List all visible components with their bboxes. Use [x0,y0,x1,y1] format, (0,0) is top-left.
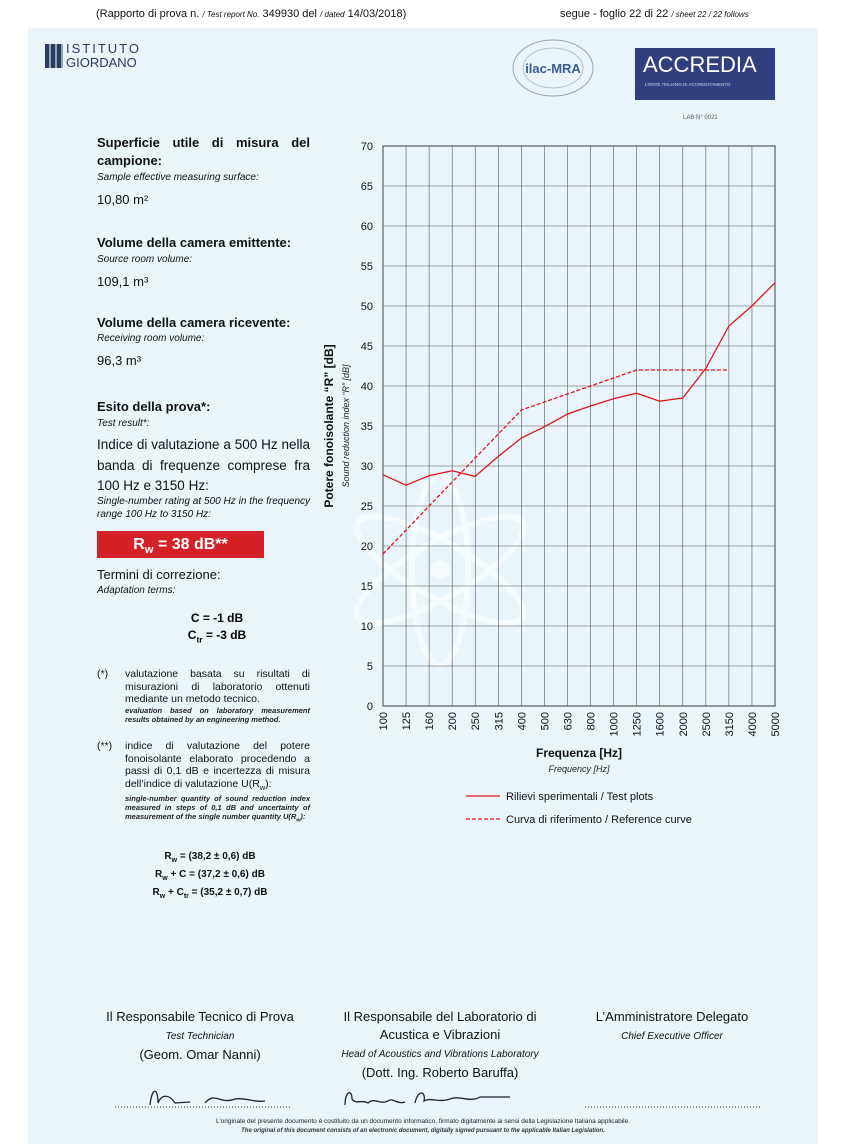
signature-block: L’Amministratore Delegato Chief Executiv… [572,1008,772,1046]
x-axis-label-en: Frequency [Hz] [548,764,610,774]
y-axis-label: Potere fonoisolante “R” [dB] [322,344,336,507]
x-tick-label: 160 [424,712,436,730]
y-tick-label: 25 [361,501,373,513]
x-tick-label: 4000 [747,712,759,736]
footer-line: L’originale del presente documento è cos… [0,1118,846,1125]
y-tick-label: 40 [361,381,373,393]
y-tick-label: 70 [361,141,373,153]
r-value: = (35,2 ± 0,7) dB [189,887,268,898]
y-tick-label: 20 [361,541,373,553]
y-tick-label: 45 [361,341,373,353]
x-axis-label: Frequenza [Hz] [536,746,622,760]
y-tick-label: 35 [361,421,373,433]
y-tick-label: 10 [361,621,373,633]
x-tick-label: 1250 [632,712,644,736]
x-tick-label: 315 [493,712,505,730]
signature-role-en: Head of Acoustics and Vibrations Laborat… [341,1049,538,1060]
uncertainty-line: Rw + C = (37,2 ± 0,6) dB [110,868,310,886]
watermark-core [430,560,450,580]
signature-block: Il Responsabile Tecnico di Prova Test Te… [95,1008,305,1064]
y-tick-label: 65 [361,181,373,193]
x-tick-label: 2500 [701,712,713,736]
x-tick-label: 630 [562,712,574,730]
data-line [383,370,729,554]
signature-scribble [345,1093,510,1105]
signature-name: (Geom. Omar Nanni) [95,1046,305,1064]
x-tick-label: 500 [539,712,551,730]
x-tick-label: 800 [586,712,598,730]
signature-role: L’Amministratore Delegato [572,1008,772,1026]
r-value: + C [165,887,184,898]
y-tick-label: 15 [361,581,373,593]
signature-role: Il Responsabile Tecnico di Prova [95,1008,305,1026]
x-tick-label: 1000 [609,712,621,736]
r-symbol: R [153,887,160,898]
footer-line-en: The original of this document consists o… [0,1128,846,1134]
uncertainty-line: Rw + Ctr = (35,2 ± 0,7) dB [110,886,310,904]
r-value: + C = (37,2 ± 0,6) dB [168,869,265,880]
legend-label: Rilievi sperimentali / Test plots [506,791,654,803]
x-tick-label: 125 [401,712,413,730]
y-tick-label: 50 [361,301,373,313]
x-tick-label: 400 [516,712,528,730]
signature-scribble [150,1091,265,1105]
x-tick-label: 200 [447,712,459,730]
chart: Potere fonoisolante “R” [dB] Sound reduc… [0,0,846,860]
x-tick-label: 5000 [770,712,782,736]
y-tick-label: 5 [367,661,373,673]
y-tick-label: 0 [367,701,373,713]
signature-role: Il Responsabile del Laboratorio di Acust… [325,1008,555,1044]
y-axis-label-en: Sound reduction index “R” [dB] [341,364,351,488]
signature-role-en: Test Technician [166,1031,235,1042]
signature-role-en: Chief Executive Officer [621,1031,723,1042]
data-line [383,283,775,485]
x-tick-label: 250 [470,712,482,730]
x-tick-label: 100 [378,712,390,730]
x-tick-label: 1600 [655,712,667,736]
signature-area [0,1085,846,1115]
y-tick-label: 30 [361,461,373,473]
x-tick-label: 3150 [724,712,736,736]
page: (Rapporto di prova n. / Test report No. … [0,0,846,1144]
y-tick-label: 60 [361,221,373,233]
y-tick-label: 55 [361,261,373,273]
x-tick-label: 2000 [678,712,690,736]
legend-label: Curva di riferimento / Reference curve [506,814,692,826]
signature-name: (Dott. Ing. Roberto Baruffa) [325,1064,555,1082]
signature-block: Il Responsabile del Laboratorio di Acust… [325,1008,555,1082]
